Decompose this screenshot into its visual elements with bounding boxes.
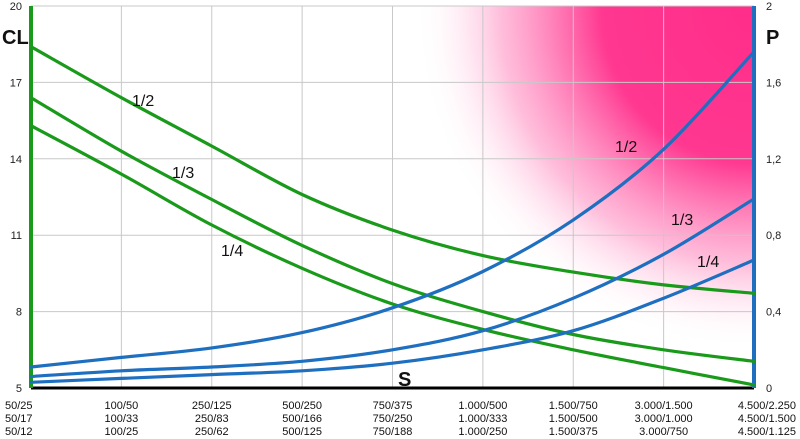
curve-label-green-1-2: 1/2 xyxy=(132,93,154,110)
curve-label-green-1-4: 1/4 xyxy=(221,243,243,260)
series-line-green-1-3 xyxy=(29,96,756,363)
x-tick-label: 250/62 xyxy=(195,426,229,438)
curves xyxy=(29,45,756,387)
y-left-tick-label: 8 xyxy=(16,307,22,319)
x-tick-label: 50/12 xyxy=(5,426,33,438)
x-tick-label: 4.500/1.125 xyxy=(738,426,796,438)
x-tick-label: 750/188 xyxy=(373,426,413,438)
y-left-tick-label: 11 xyxy=(11,230,22,242)
series-line-green-1-2 xyxy=(29,45,756,295)
x-tick-label: 750/250 xyxy=(373,413,413,425)
y-right-tick-label: 2 xyxy=(766,1,772,13)
x-tick-label: 50/25 xyxy=(5,400,33,412)
y-right-axis-title: P xyxy=(766,27,779,49)
y-left-tick-label: 20 xyxy=(10,1,22,13)
x-tick-label: 250/83 xyxy=(195,413,229,425)
curve-label-blue-1-4: 1/4 xyxy=(697,254,719,271)
x-tick-label: 1.000/250 xyxy=(458,426,507,438)
x-tick-label: 50/17 xyxy=(5,413,33,425)
curve-label-green-1-3: 1/3 xyxy=(172,165,194,182)
series-line-blue-1-2 xyxy=(29,50,756,369)
x-tick-label: 100/33 xyxy=(105,413,139,425)
grid xyxy=(31,5,754,388)
x-tick-label: 500/125 xyxy=(282,426,322,438)
series-line-blue-1-4 xyxy=(29,258,756,384)
y-right-tick-label: 1,6 xyxy=(766,77,781,89)
left-tick-labels: 5 8 11 14 17 20 xyxy=(10,1,22,395)
x-tick-label: 1.500/750 xyxy=(549,400,598,412)
x-tick-label: 100/25 xyxy=(105,426,139,438)
y-right-tick-label: 1,2 xyxy=(766,154,781,166)
x-tick-label: 500/250 xyxy=(282,400,322,412)
y-right-tick-label: 0,4 xyxy=(766,307,781,319)
x-tick-label: 750/375 xyxy=(373,400,413,412)
curve-labels: 1/2 1/3 1/4 1/2 1/3 1/4 xyxy=(132,93,719,271)
y-left-tick-label: 17 xyxy=(10,77,22,89)
x-tick-label: 4.500/1.500 xyxy=(738,413,796,425)
x-tick-label: 3.000/1.000 xyxy=(635,413,693,425)
series-line-green-1-4 xyxy=(29,124,756,387)
series-line-blue-1-3 xyxy=(29,197,756,379)
x-axis-title: S xyxy=(398,369,411,391)
y-left-tick-label: 5 xyxy=(16,383,22,395)
x-tick-label: 3.000/750 xyxy=(639,426,688,438)
y-left-axis-title: CL xyxy=(2,27,29,49)
x-tick-label: 1.500/500 xyxy=(549,413,598,425)
x-tick-label: 4.500/2.250 xyxy=(738,400,796,412)
curve-label-blue-1-2: 1/2 xyxy=(615,139,637,156)
x-tick-label: 100/50 xyxy=(105,400,139,412)
x-tick-label: 1.000/500 xyxy=(458,400,507,412)
y-right-tick-label: 0,8 xyxy=(766,230,781,242)
x-tick-label: 3.000/1.500 xyxy=(635,400,693,412)
x-tick-label: 1.500/375 xyxy=(549,426,598,438)
x-tick-label: 1.000/333 xyxy=(458,413,507,425)
curve-label-blue-1-3: 1/3 xyxy=(671,212,693,229)
y-right-tick-label: 0 xyxy=(766,383,772,395)
right-tick-labels: 0 0,4 0,8 1,2 1,6 2 xyxy=(766,1,781,395)
x-tick-label: 250/125 xyxy=(192,400,232,412)
y-left-tick-label: 14 xyxy=(10,154,22,166)
x-tick-label: 500/166 xyxy=(282,413,322,425)
